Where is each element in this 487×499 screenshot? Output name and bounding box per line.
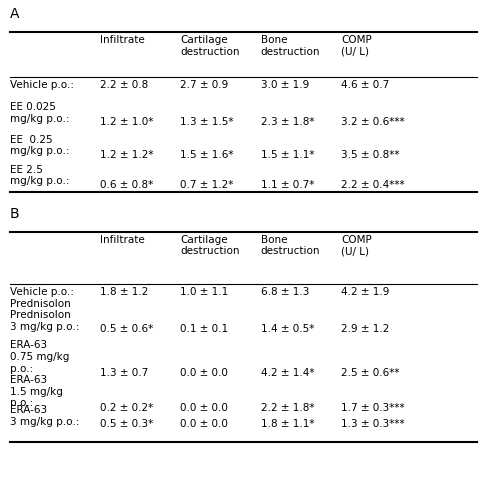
Text: 0.0 ± 0.0: 0.0 ± 0.0: [180, 368, 228, 378]
Text: 1.2 ± 1.2*: 1.2 ± 1.2*: [100, 150, 153, 160]
Text: Bone
destruction: Bone destruction: [261, 35, 320, 56]
Text: 1.3 ± 1.5*: 1.3 ± 1.5*: [180, 117, 234, 127]
Text: 2.2 ± 0.8: 2.2 ± 0.8: [100, 80, 148, 90]
Text: 1.8 ± 1.1*: 1.8 ± 1.1*: [261, 419, 314, 429]
Text: 6.8 ± 1.3: 6.8 ± 1.3: [261, 287, 309, 297]
Text: COMP
(U/ L): COMP (U/ L): [341, 235, 372, 256]
Text: ERA-63
0.75 mg/kg
p.o.:: ERA-63 0.75 mg/kg p.o.:: [10, 340, 69, 374]
Text: Vehicle p.o.:: Vehicle p.o.:: [10, 80, 74, 90]
Text: 1.8 ± 1.2: 1.8 ± 1.2: [100, 287, 148, 297]
Text: 1.1 ± 0.7*: 1.1 ± 0.7*: [261, 180, 314, 190]
Text: 2.7 ± 0.9: 2.7 ± 0.9: [180, 80, 228, 90]
Text: ERA-63
1.5 mg/kg
p.o.:: ERA-63 1.5 mg/kg p.o.:: [10, 375, 63, 409]
Text: COMP
(U/ L): COMP (U/ L): [341, 35, 372, 56]
Text: 2.5 ± 0.6**: 2.5 ± 0.6**: [341, 368, 399, 378]
Text: Infiltrate: Infiltrate: [100, 235, 145, 245]
Text: 1.5 ± 1.6*: 1.5 ± 1.6*: [180, 150, 234, 160]
Text: 1.2 ± 1.0*: 1.2 ± 1.0*: [100, 117, 153, 127]
Text: 0.6 ± 0.8*: 0.6 ± 0.8*: [100, 180, 153, 190]
Text: Cartilage
destruction: Cartilage destruction: [180, 35, 240, 56]
Text: 4.6 ± 0.7: 4.6 ± 0.7: [341, 80, 389, 90]
Text: 0.5 ± 0.3*: 0.5 ± 0.3*: [100, 419, 153, 429]
Text: EE 2.5
mg/kg p.o.:: EE 2.5 mg/kg p.o.:: [10, 165, 69, 186]
Text: 2.3 ± 1.8*: 2.3 ± 1.8*: [261, 117, 314, 127]
Text: 3.0 ± 1.9: 3.0 ± 1.9: [261, 80, 309, 90]
Text: 0.1 ± 0.1: 0.1 ± 0.1: [180, 324, 228, 334]
Text: Prednisolon
3 mg/kg p.o.:: Prednisolon 3 mg/kg p.o.:: [10, 310, 79, 332]
Text: 1.0 ± 1.1: 1.0 ± 1.1: [180, 287, 228, 297]
Text: 0.2 ± 0.2*: 0.2 ± 0.2*: [100, 403, 153, 413]
Text: 1.7 ± 0.3***: 1.7 ± 0.3***: [341, 403, 405, 413]
Text: 0.0 ± 0.0: 0.0 ± 0.0: [180, 419, 228, 429]
Text: EE  0.25
mg/kg p.o.:: EE 0.25 mg/kg p.o.:: [10, 135, 69, 156]
Text: EE 0.025
mg/kg p.o.:: EE 0.025 mg/kg p.o.:: [10, 102, 69, 124]
Text: B: B: [10, 207, 19, 221]
Text: 1.3 ± 0.3***: 1.3 ± 0.3***: [341, 419, 405, 429]
Text: 4.2 ± 1.4*: 4.2 ± 1.4*: [261, 368, 314, 378]
Text: 1.3 ± 0.7: 1.3 ± 0.7: [100, 368, 148, 378]
Text: 3.5 ± 0.8**: 3.5 ± 0.8**: [341, 150, 399, 160]
Text: 2.2 ± 1.8*: 2.2 ± 1.8*: [261, 403, 314, 413]
Text: A: A: [10, 7, 19, 21]
Text: Vehicle p.o.:
Prednisolon: Vehicle p.o.: Prednisolon: [10, 287, 74, 308]
Text: Bone
destruction: Bone destruction: [261, 235, 320, 256]
Text: 4.2 ± 1.9: 4.2 ± 1.9: [341, 287, 389, 297]
Text: ERA-63
3 mg/kg p.o.:: ERA-63 3 mg/kg p.o.:: [10, 405, 79, 427]
Text: 0.5 ± 0.6*: 0.5 ± 0.6*: [100, 324, 153, 334]
Text: 1.5 ± 1.1*: 1.5 ± 1.1*: [261, 150, 314, 160]
Text: 2.9 ± 1.2: 2.9 ± 1.2: [341, 324, 389, 334]
Text: 0.0 ± 0.0: 0.0 ± 0.0: [180, 403, 228, 413]
Text: 2.2 ± 0.4***: 2.2 ± 0.4***: [341, 180, 405, 190]
Text: Infiltrate: Infiltrate: [100, 35, 145, 45]
Text: Cartilage
destruction: Cartilage destruction: [180, 235, 240, 256]
Text: 3.2 ± 0.6***: 3.2 ± 0.6***: [341, 117, 405, 127]
Text: 1.4 ± 0.5*: 1.4 ± 0.5*: [261, 324, 314, 334]
Text: 0.7 ± 1.2*: 0.7 ± 1.2*: [180, 180, 234, 190]
